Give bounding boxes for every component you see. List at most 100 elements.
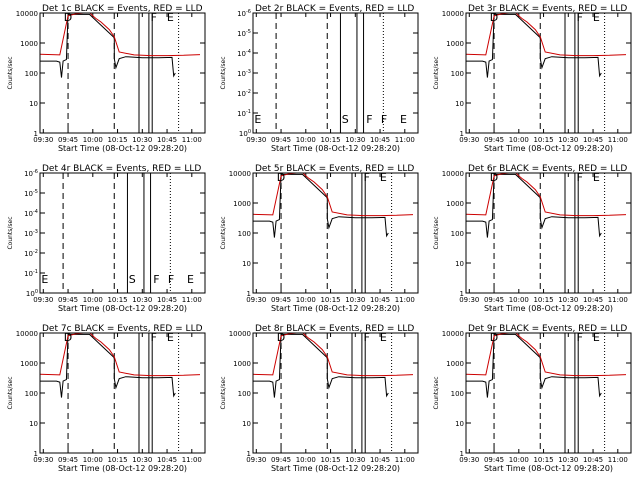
y-axis-label: Counts/sec — [7, 216, 14, 249]
y-tick-label: 100 — [451, 230, 464, 238]
panel-8: Det 8r BLACK = Events, RED = LLD Counts/s… — [220, 324, 419, 473]
y-tick-label: 10-1 — [237, 109, 251, 118]
plot-frame — [252, 172, 419, 294]
flag-letter: E — [187, 273, 194, 286]
x-tick-label: 11:00 — [182, 456, 202, 464]
panel-7: Det 7c BLACK = Events, RED = LLD Counts/s… — [7, 324, 206, 473]
x-tick-label: 10:15 — [320, 136, 340, 144]
x-tick-label: 09:30 — [246, 456, 266, 464]
flag-letter: D — [64, 11, 72, 24]
flag-letter: D — [277, 331, 285, 344]
flag-letter: E — [254, 113, 261, 126]
flag-letter: E — [593, 171, 600, 184]
events-series-line — [466, 13, 602, 78]
y-tick-label: 10000 — [229, 170, 251, 178]
y-tick-label: 100 — [25, 390, 38, 398]
events-series-line — [466, 333, 602, 398]
panel-4: Det 4r BLACK = Events, RED = LLD Counts/s… — [7, 164, 206, 313]
panel-1: Det 1c BLACK = Events, RED = LLD Counts/s… — [7, 4, 206, 153]
x-tick-label: 10:00 — [296, 136, 316, 144]
panel-title: Det 9r BLACK = Events, RED = LLD — [468, 324, 627, 334]
flag-letter: F — [364, 171, 370, 184]
x-tick-label: 09:45 — [58, 456, 78, 464]
y-tick-label: 10 — [242, 260, 251, 268]
x-tick-label: 10:45 — [157, 456, 177, 464]
y-tick-label: 10-2 — [237, 89, 251, 98]
x-tick-label: 11:00 — [395, 296, 415, 304]
x-tick-label: 09:45 — [271, 296, 291, 304]
flag-letter: D — [277, 171, 285, 184]
plot-frame — [465, 12, 632, 134]
flag-letter: S — [129, 273, 136, 286]
x-tick-label: 11:00 — [182, 296, 202, 304]
panel-title: Det 3r BLACK = Events, RED = LLD — [468, 4, 627, 14]
x-tick-label: 11:00 — [608, 456, 628, 464]
y-axis-label: Counts/sec — [7, 56, 14, 89]
x-tick-label: 10:15 — [533, 296, 553, 304]
x-tick-label: 09:30 — [246, 136, 266, 144]
y-axis-label: Counts/sec — [220, 376, 227, 409]
x-tick-label: 10:00 — [509, 456, 529, 464]
y-tick-label: 1000 — [233, 200, 251, 208]
x-tick-label: 10:45 — [583, 456, 603, 464]
plot-frame — [252, 332, 419, 454]
x-tick-label: 09:45 — [484, 296, 504, 304]
y-tick-label: 10 — [455, 260, 464, 268]
y-tick-label: 10000 — [442, 10, 464, 18]
y-tick-label: 10 — [455, 420, 464, 428]
x-tick-label: 10:30 — [132, 136, 152, 144]
y-tick-label: 1000 — [446, 200, 464, 208]
y-tick-label: 1000 — [446, 360, 464, 368]
x-tick-label: 11:00 — [395, 456, 415, 464]
y-axis-label: Counts/sec — [220, 216, 227, 249]
y-tick-label: 10-1 — [24, 269, 38, 278]
y-tick-label: 1000 — [20, 360, 38, 368]
x-axis-label: Start Time (08-Oct-12 09:28:20) — [58, 464, 187, 473]
x-tick-label: 10:45 — [370, 136, 390, 144]
flag-letter: F — [577, 331, 583, 344]
x-tick-label: 10:15 — [107, 456, 127, 464]
y-tick-label: 1000 — [233, 360, 251, 368]
lld-series-line — [466, 13, 627, 57]
y-tick-label: 100 — [26, 289, 38, 298]
flag-letter: E — [380, 331, 387, 344]
x-axis-label: Start Time (08-Oct-12 09:28:20) — [484, 304, 613, 313]
x-tick-label: 10:00 — [296, 296, 316, 304]
flag-letter: E — [41, 273, 48, 286]
flag-letter: F — [168, 273, 174, 286]
x-axis-label: Start Time (08-Oct-12 09:28:20) — [58, 304, 187, 313]
y-tick-label: 100 — [451, 70, 464, 78]
x-tick-label: 09:30 — [459, 136, 479, 144]
y-tick-label: 100 — [451, 390, 464, 398]
x-tick-label: 10:30 — [345, 136, 365, 144]
panel-6: Det 6r BLACK = Events, RED = LLD Counts/s… — [433, 164, 632, 313]
y-tick-label: 1 — [247, 450, 251, 458]
x-tick-label: 10:00 — [83, 296, 103, 304]
flag-letter: E — [593, 11, 600, 24]
x-tick-label: 10:45 — [583, 296, 603, 304]
y-tick-label: 1 — [34, 450, 38, 458]
lld-series-line — [253, 173, 414, 217]
x-axis-label: Start Time (08-Oct-12 09:28:20) — [271, 144, 400, 153]
y-tick-label: 1 — [247, 290, 251, 298]
panel-title: Det 4r BLACK = Events, RED = LLD — [42, 164, 201, 174]
x-tick-label: 09:30 — [459, 296, 479, 304]
x-tick-label: 09:45 — [484, 456, 504, 464]
y-tick-label: 100 — [238, 230, 251, 238]
panel-title: Det 5r BLACK = Events, RED = LLD — [255, 164, 414, 174]
y-tick-label: 1000 — [20, 40, 38, 48]
x-tick-label: 10:30 — [132, 296, 152, 304]
y-tick-label: 10000 — [442, 330, 464, 338]
flag-letter: F — [577, 11, 583, 24]
x-tick-label: 10:15 — [107, 136, 127, 144]
panel-title: Det 1c BLACK = Events, RED = LLD — [42, 4, 203, 14]
y-tick-label: 100 — [239, 129, 251, 138]
x-tick-label: 09:45 — [58, 136, 78, 144]
y-tick-label: 10-6 — [24, 169, 38, 178]
y-tick-label: 10-3 — [24, 229, 38, 238]
events-series-line — [40, 333, 176, 398]
x-tick-label: 10:00 — [509, 296, 529, 304]
x-tick-label: 10:00 — [83, 456, 103, 464]
panel-title: Det 2r BLACK = Events, RED = LLD — [255, 4, 414, 14]
flag-letter: E — [400, 113, 407, 126]
